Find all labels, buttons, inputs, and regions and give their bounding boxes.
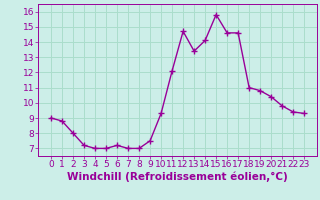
X-axis label: Windchill (Refroidissement éolien,°C): Windchill (Refroidissement éolien,°C) <box>67 172 288 182</box>
